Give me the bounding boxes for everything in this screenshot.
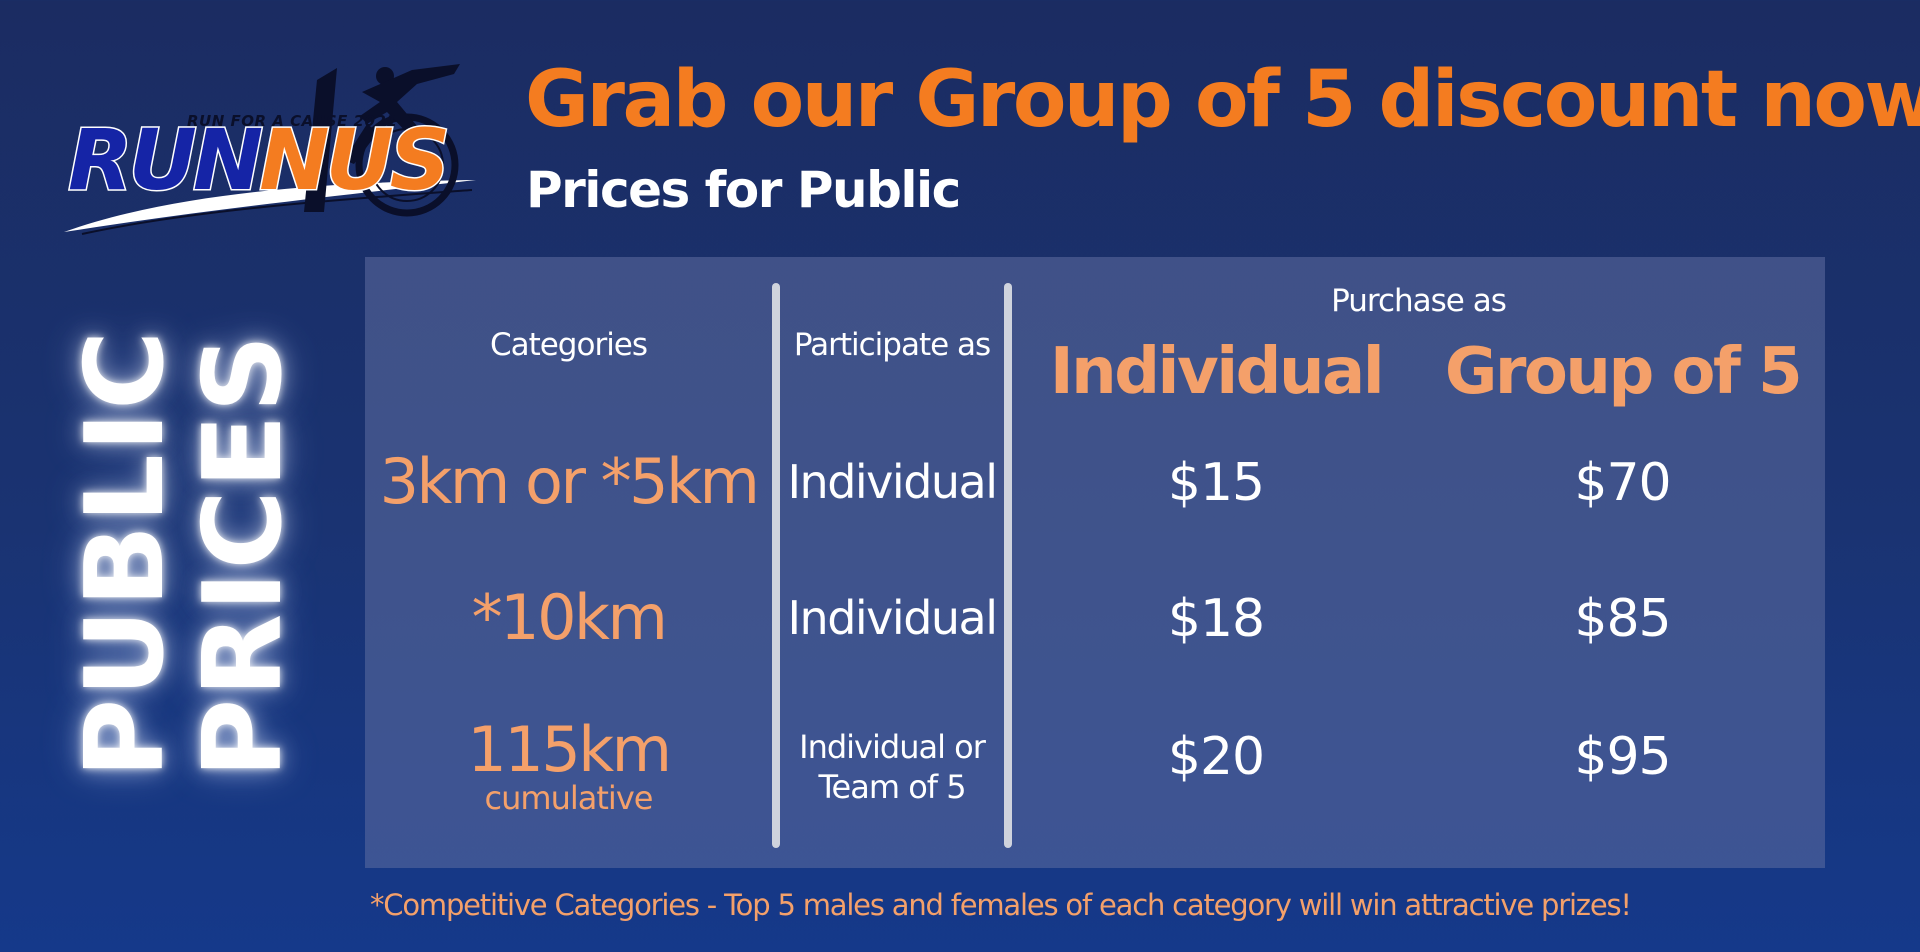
row-price-group: $85 xyxy=(1574,589,1671,649)
header-categories: Categories xyxy=(489,327,648,363)
logo-word-run: RUN xyxy=(66,111,264,209)
side-title-line1: PUBLIC xyxy=(63,328,188,778)
logo-tagline: RUN FOR A CAUSE 2021 xyxy=(187,112,398,130)
row-price-group: $95 xyxy=(1574,727,1671,787)
header-purchase-as: Purchase as xyxy=(1331,283,1507,319)
row-price-individual: $20 xyxy=(1167,727,1265,787)
runner-wheel-icon xyxy=(64,64,476,235)
column-divider xyxy=(1004,283,1012,848)
footnote: *Competitive Categories - Top 5 males an… xyxy=(370,888,1632,922)
header-participate-as: Participate as xyxy=(793,327,991,363)
row-participate-as: Individual or xyxy=(799,728,986,766)
header-group-of-5: Group of 5 xyxy=(1444,335,1803,409)
column-divider xyxy=(772,283,780,848)
page-subhead: Prices for Public xyxy=(526,161,961,219)
logo-wordmark: RUNNUS xyxy=(66,117,451,204)
row-participate-as-line2: Team of 5 xyxy=(818,768,966,806)
row-price-group: $70 xyxy=(1574,453,1671,513)
row-category: 3km or *5km xyxy=(379,445,760,518)
page-headline: Grab our Group of 5 discount now! xyxy=(525,55,1920,145)
row-category-note: cumulative xyxy=(484,779,654,817)
row-participate-as: Individual xyxy=(787,591,998,645)
row-participate-as: Individual xyxy=(787,455,998,509)
runnus-logo: RUN FOR A CAUSE 2021 RUNNUS xyxy=(62,62,482,240)
row-price-individual: $18 xyxy=(1167,589,1265,649)
row-price-individual: $15 xyxy=(1167,453,1265,513)
side-title: PUBLIC PRICES xyxy=(63,328,312,792)
logo-word-nus: NUS xyxy=(258,111,452,209)
row-category: *10km xyxy=(471,581,668,654)
price-table: Categories Participate as Purchase as In… xyxy=(365,257,1825,868)
row-category: 115km xyxy=(467,713,672,786)
header-individual: Individual xyxy=(1049,335,1385,409)
side-title-line2: PRICES xyxy=(181,332,306,778)
